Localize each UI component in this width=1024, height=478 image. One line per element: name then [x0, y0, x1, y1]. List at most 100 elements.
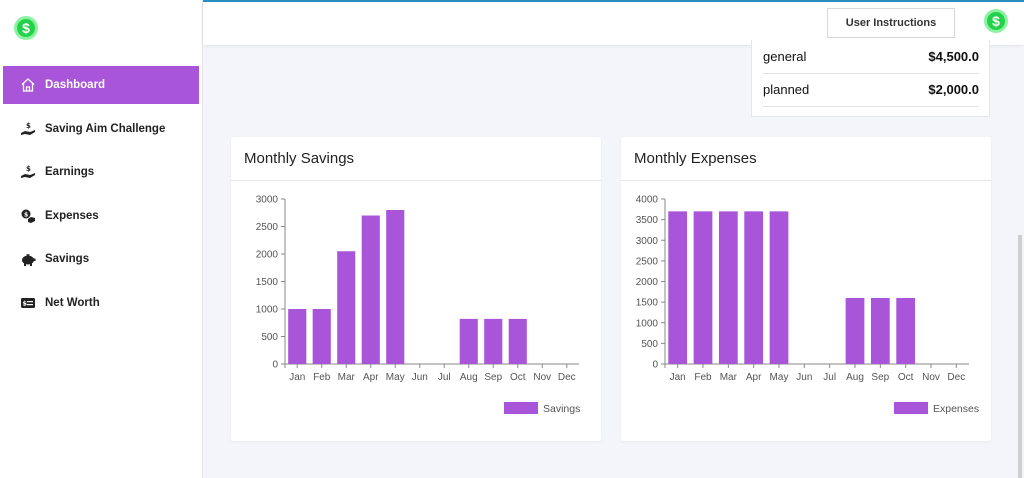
monthly-savings-card: Monthly Savings 0 500 1000 1500 2000 2500 3000…	[231, 137, 601, 441]
card-title: Monthly Expenses	[621, 137, 991, 181]
svg-text:$: $	[26, 165, 31, 173]
piggy-bank-icon	[19, 250, 37, 268]
bar-sep	[870, 298, 890, 364]
y-tick-label: 2500	[636, 256, 659, 267]
bar-mar	[337, 251, 356, 364]
summary-label: general	[763, 49, 807, 64]
sidebar-item-expenses[interactable]: $ Expenses	[3, 197, 199, 235]
x-tick-label: Mar	[720, 372, 738, 383]
svg-text:$: $	[26, 122, 31, 130]
x-tick-label: Jul	[823, 372, 836, 383]
legend-label: Savings	[543, 403, 580, 415]
bar-oct	[896, 298, 916, 364]
id-card-icon: $	[19, 294, 37, 312]
x-tick-label: Dec	[947, 372, 965, 383]
y-tick-label: 0	[272, 360, 278, 371]
x-tick-label: Nov	[922, 372, 940, 383]
bar-may	[386, 210, 405, 364]
y-tick-label: 2000	[636, 277, 659, 288]
monthly-expenses-chart: 0 500 1000 1500 2000 2500 3000 3500 4000 Jan Feb Ma…	[636, 195, 979, 416]
bar-jan	[288, 309, 307, 364]
coins-icon: $	[19, 207, 37, 225]
monthly-expenses-card: Monthly Expenses 0 500 1000 1500 2000 2500 300…	[621, 137, 991, 441]
bar-may	[769, 211, 789, 364]
bar-sep	[484, 318, 503, 364]
bar-aug	[845, 298, 865, 364]
chart-legend: Savings	[504, 402, 580, 415]
summary-amount: $2,000.0	[928, 82, 979, 97]
y-tick-label: 0	[652, 360, 658, 371]
x-tick-label: Mar	[338, 372, 356, 383]
summary-label: planned	[763, 82, 810, 97]
card-title: Monthly Savings	[231, 137, 601, 181]
x-tick-label: Jun	[412, 372, 428, 383]
y-tick-label: 1000	[256, 305, 279, 316]
summary-row-planned: planned $2,000.0	[763, 73, 979, 107]
x-tick-label: Aug	[460, 372, 478, 383]
x-tick-label: May	[770, 372, 789, 383]
x-tick-label: Feb	[694, 372, 712, 383]
sidebar-item-label: Saving Aim Challenge	[45, 122, 166, 135]
y-tick-label: 3000	[256, 195, 279, 206]
dollar-coin-icon[interactable]: $	[14, 16, 38, 40]
sidebar-item-label: Dashboard	[45, 79, 106, 91]
x-tick-label: Apr	[363, 372, 379, 383]
home-icon	[19, 76, 37, 94]
sidebar-item-label: Net Worth	[45, 296, 100, 309]
x-tick-label: Feb	[313, 372, 331, 383]
sidebar-item-label: Expenses	[45, 209, 99, 222]
bar-oct	[508, 318, 527, 364]
x-tick-label: Aug	[846, 372, 864, 383]
sidebar-item-label: Savings	[45, 253, 90, 265]
bar-apr	[744, 211, 764, 364]
x-tick-label: Apr	[746, 372, 762, 383]
svg-text:$: $	[23, 299, 28, 307]
user-instructions-button[interactable]: User Instructions	[827, 8, 955, 38]
x-tick-label: Sep	[484, 372, 502, 383]
y-tick-label: 3000	[636, 236, 659, 247]
page-scrollbar[interactable]	[1018, 235, 1022, 478]
x-tick-label: Jun	[796, 372, 812, 383]
bar-feb	[693, 211, 713, 364]
y-tick-label: 3500	[636, 215, 659, 226]
budget-summary-card: general $4,500.0 planned $2,000.0	[751, 40, 990, 117]
sidebar-item-saving-aim-challenge[interactable]: $ Saving Aim Challenge	[3, 110, 199, 148]
sidebar-item-dashboard[interactable]: Dashboard	[3, 66, 199, 104]
y-tick-label: 1500	[636, 298, 659, 309]
hand-dollar-icon: $	[19, 120, 37, 138]
y-tick-label: 4000	[636, 195, 659, 206]
top-accent-line	[0, 0, 1024, 2]
svg-text:$: $	[24, 211, 28, 218]
bar-aug	[459, 318, 478, 364]
x-tick-label: Sep	[871, 372, 889, 383]
legend-label: Expenses	[933, 403, 979, 415]
sidebar-item-earnings[interactable]: $ Earnings	[3, 153, 199, 191]
bar-apr	[361, 215, 380, 364]
y-tick-label: 1500	[256, 277, 279, 288]
x-tick-label: Nov	[533, 372, 551, 383]
x-tick-label: Dec	[558, 372, 576, 383]
legend-swatch	[894, 402, 928, 414]
chart-legend: Expenses	[894, 402, 979, 415]
y-tick-label: 500	[261, 332, 278, 343]
bar-feb	[312, 309, 331, 364]
top-header: User Instructions $	[203, 2, 1024, 45]
summary-amount: $4,500.0	[928, 49, 979, 64]
sidebar-nav: Dashboard $ Saving Aim Challenge $ Earni…	[3, 66, 199, 327]
y-tick-label: 1000	[636, 318, 659, 329]
legend-swatch	[504, 402, 538, 414]
x-tick-label: Oct	[510, 372, 526, 383]
sidebar-item-net-worth[interactable]: $ Net Worth	[3, 284, 199, 322]
sidebar: $ Dashboard $ Saving Aim Challenge $ Ear…	[0, 0, 203, 478]
x-tick-label: May	[386, 372, 405, 383]
bar-mar	[718, 211, 738, 364]
x-tick-label: Jan	[670, 372, 686, 383]
sidebar-item-savings[interactable]: Savings	[3, 240, 199, 278]
bar-jan	[668, 211, 688, 364]
hand-dollar-icon: $	[19, 163, 37, 181]
summary-row-general: general $4,500.0	[763, 40, 979, 74]
y-tick-label: 500	[641, 339, 658, 350]
x-tick-label: Jul	[438, 372, 451, 383]
x-tick-label: Oct	[898, 372, 914, 383]
dollar-coin-icon[interactable]: $	[984, 9, 1008, 33]
